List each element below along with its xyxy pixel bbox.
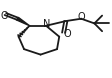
Text: O: O [0,11,8,21]
Text: O: O [78,12,85,22]
Text: N: N [43,19,50,29]
Polygon shape [16,18,30,26]
Text: O: O [63,29,71,39]
